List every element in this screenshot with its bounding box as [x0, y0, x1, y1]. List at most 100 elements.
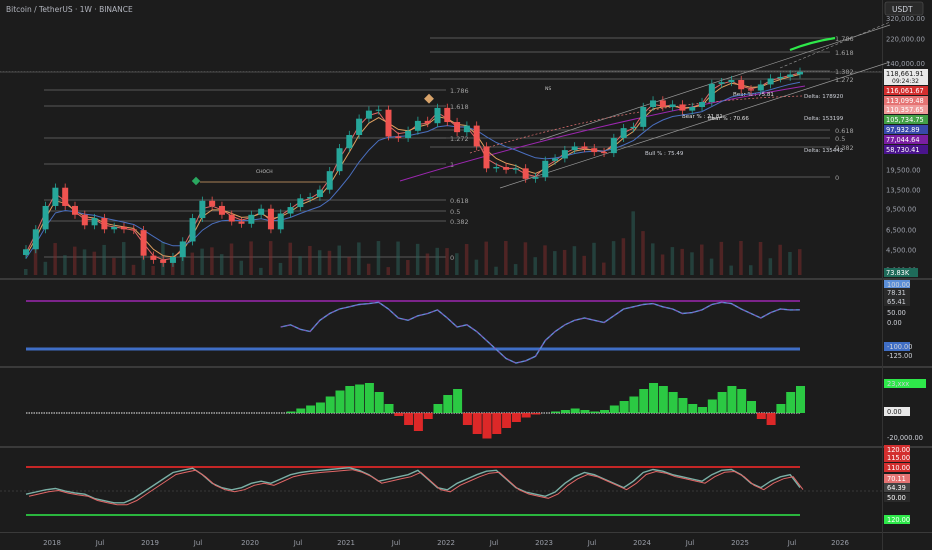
candle — [375, 109, 382, 111]
candle — [689, 107, 696, 111]
time-axis-label: Jul — [391, 539, 401, 547]
annotation: Delta: 153199 — [804, 116, 844, 122]
price-badge-label: 118,661.91 — [886, 70, 924, 78]
osc2-signal — [28, 469, 804, 506]
candle — [552, 158, 559, 161]
histogram-bar — [433, 404, 443, 413]
time-axis-label: Jul — [95, 539, 105, 547]
fib-label: 0.5 — [450, 208, 460, 216]
volume-bar — [131, 264, 136, 275]
osc1-axis-badge — [884, 288, 910, 297]
fib-label: 1.618 — [835, 49, 854, 57]
volume-bar — [92, 251, 97, 275]
candle — [307, 196, 314, 199]
osc1-signal — [280, 301, 801, 364]
volume-bar — [709, 258, 714, 275]
histogram-bar — [756, 413, 766, 419]
price-badge — [884, 115, 928, 124]
histogram-bar — [423, 413, 433, 419]
price-badge — [884, 125, 928, 134]
candle — [218, 205, 225, 215]
pane-separator — [0, 278, 932, 280]
time-axis-label: Jul — [193, 539, 203, 547]
volume-bar — [43, 261, 48, 275]
histogram-bar — [364, 383, 374, 413]
candle — [473, 125, 480, 147]
price-badge-label: 113,099.48 — [886, 97, 924, 105]
osc2-axis-label: 115.00 — [887, 454, 910, 462]
osc2-axis-badge — [884, 463, 910, 472]
histogram-bar — [609, 405, 619, 413]
time-axis-label: Jul — [587, 539, 597, 547]
histogram-bar — [688, 404, 698, 413]
volume-bar — [641, 231, 645, 275]
fib-label: 1.786 — [835, 35, 854, 43]
volume-bar — [386, 267, 391, 275]
volume-bar — [572, 246, 577, 275]
volume-bar — [170, 258, 175, 275]
candle — [316, 189, 323, 197]
candle — [267, 208, 274, 230]
osc2-axis-badge — [884, 483, 910, 492]
volume-bar — [337, 245, 342, 275]
candle — [287, 207, 294, 214]
pane-separator — [0, 366, 932, 368]
volume-bar — [72, 246, 77, 275]
moving-average-ema_blue — [25, 81, 801, 259]
volume-bar — [553, 251, 557, 275]
dashed-curve — [469, 95, 804, 154]
volume-bar — [298, 256, 302, 275]
volume-bar — [660, 254, 665, 275]
candle — [522, 168, 529, 179]
candle — [797, 71, 803, 75]
time-axis-label: Jul — [489, 539, 499, 547]
volume-bar — [690, 252, 694, 275]
price-axis-label: 6,500.00 — [886, 226, 916, 234]
candle — [757, 84, 764, 91]
candle — [385, 109, 392, 137]
time-axis-label: 2024 — [633, 539, 651, 547]
price-axis-label: 9,500.00 — [886, 206, 916, 214]
price-badge — [884, 145, 928, 154]
price-axis-border — [882, 0, 883, 550]
channel-lower — [499, 61, 891, 189]
histogram-bar — [678, 398, 688, 413]
osc2-axis-badge — [884, 453, 910, 462]
fib-label: 0.618 — [450, 197, 469, 205]
osc1-axis-badge — [884, 297, 910, 306]
histogram-bar — [453, 389, 463, 413]
volume-bar — [249, 241, 253, 275]
volume-badge-label: 73.83K — [886, 269, 910, 277]
fib-label: 0.382 — [450, 218, 469, 226]
price-badge — [884, 96, 928, 105]
volume-bar — [474, 259, 479, 275]
candle — [434, 107, 441, 124]
candle — [395, 136, 402, 139]
volume-bar — [543, 245, 547, 275]
choch-marker — [191, 176, 201, 186]
candle — [130, 229, 137, 231]
histogram-bar — [315, 402, 325, 413]
volume-bar — [33, 241, 38, 275]
histogram-bar — [570, 408, 580, 413]
candle — [150, 255, 157, 260]
histogram-bar — [639, 389, 649, 413]
candle — [718, 82, 725, 84]
candle — [503, 167, 510, 170]
candle — [71, 205, 78, 215]
volume-bar — [464, 244, 469, 275]
price-axis-label: 320,000.00 — [886, 15, 925, 23]
candle — [140, 230, 147, 256]
histogram-bar — [551, 411, 561, 413]
candle — [748, 89, 755, 91]
volume-bar — [729, 265, 733, 275]
osc1-axis-label: 100.00 — [887, 281, 910, 289]
histogram-bar — [443, 395, 453, 413]
price-badge-label: 110,357.65 — [886, 106, 924, 114]
histogram-bar — [668, 392, 678, 413]
price-axis-label: 220,000.00 — [886, 35, 925, 43]
price-badge — [884, 69, 928, 85]
histogram-bar — [413, 413, 423, 431]
